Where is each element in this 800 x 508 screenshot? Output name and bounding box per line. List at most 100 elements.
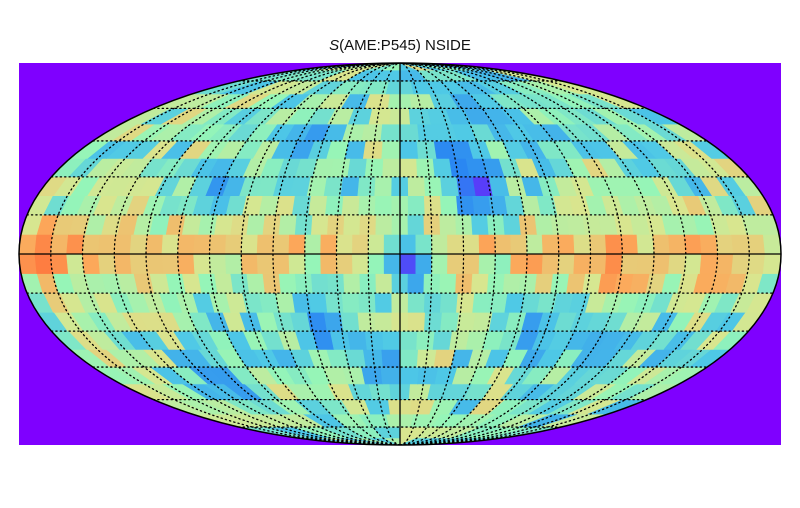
sky-pixel xyxy=(306,312,328,332)
sky-pixel xyxy=(715,253,734,274)
sky-pixel xyxy=(336,234,353,255)
sky-pixel xyxy=(423,176,443,196)
sky-pixel xyxy=(344,140,367,159)
sky-pixel xyxy=(325,292,344,313)
sky-pixel xyxy=(66,234,85,255)
sky-pixel xyxy=(193,253,211,274)
sky-pixel xyxy=(762,234,781,255)
sky-pixel xyxy=(358,195,377,216)
sky-pixel xyxy=(462,234,480,255)
sky-pixel xyxy=(308,292,328,313)
sky-pixel xyxy=(340,176,360,196)
sky-pixel xyxy=(113,234,132,255)
sky-pixel xyxy=(407,292,426,313)
sky-pixel xyxy=(364,158,384,178)
meridian-line xyxy=(399,63,560,445)
sky-pixel xyxy=(456,292,475,313)
sky-pixel xyxy=(341,292,361,313)
meridian-line xyxy=(399,63,750,445)
sky-pixel xyxy=(380,366,401,385)
meridian-line xyxy=(399,63,496,445)
sky-pixel xyxy=(262,214,282,235)
sky-pixel xyxy=(525,234,544,255)
sky-pixel xyxy=(683,253,702,274)
sky-pixel xyxy=(294,273,314,294)
sky-pixel xyxy=(502,214,522,235)
sky-pixel xyxy=(636,253,655,274)
sky-pixel xyxy=(129,253,148,274)
sky-pixel xyxy=(604,234,623,255)
sky-pixel xyxy=(288,234,306,255)
sky-pixel xyxy=(439,214,457,235)
sky-pixel xyxy=(382,330,401,350)
sky-pixel xyxy=(336,253,353,274)
sky-pixel xyxy=(407,273,425,294)
sky-pixel xyxy=(439,292,459,313)
sky-pixel xyxy=(557,253,575,274)
sky-pixel xyxy=(636,234,655,255)
sky-pixel xyxy=(416,330,436,350)
meridian-line xyxy=(240,63,401,445)
sky-pixel xyxy=(361,123,383,142)
sky-pixel xyxy=(374,292,393,313)
sky-pixel xyxy=(573,253,591,274)
sky-pixel xyxy=(399,253,417,274)
sky-pixel xyxy=(668,234,687,255)
sky-pixel xyxy=(416,158,436,178)
sky-pixel xyxy=(494,253,512,274)
sky-pixel xyxy=(225,234,243,255)
sky-pixel xyxy=(368,108,392,125)
sky-pixel xyxy=(240,253,259,274)
sky-pixel xyxy=(589,234,607,255)
sky-pixel xyxy=(447,253,464,274)
sky-pixel xyxy=(652,253,671,274)
sky-pixel xyxy=(456,195,475,216)
sky-pixel xyxy=(439,195,459,216)
sky-pixel xyxy=(715,234,734,255)
sky-pixel xyxy=(308,195,328,216)
sky-pixel xyxy=(272,253,290,274)
sky-pixel xyxy=(550,273,570,294)
sky-pixel xyxy=(352,234,369,255)
sky-pixel xyxy=(278,273,298,294)
sky-pixel xyxy=(343,273,361,294)
sky-pixel xyxy=(357,176,377,196)
sky-pixel xyxy=(432,330,453,350)
sky-pixel xyxy=(129,234,148,255)
sky-pixel xyxy=(399,123,420,142)
sky-pixel xyxy=(399,234,417,255)
sky-pixel xyxy=(439,273,457,294)
sky-pixel xyxy=(534,273,554,294)
sky-pixel xyxy=(399,349,419,368)
sky-pixel xyxy=(747,234,766,255)
sky-pixel xyxy=(161,234,180,255)
chart-title-symbol: S xyxy=(329,37,340,54)
chart-title: S(AME:P545) NSIDE xyxy=(0,36,800,56)
sky-pixel xyxy=(407,195,426,216)
sky-pixel xyxy=(423,195,442,216)
sky-pixel xyxy=(50,253,69,274)
sky-pixel xyxy=(240,234,259,255)
sky-pixel xyxy=(272,234,290,255)
sky-pixel xyxy=(368,383,392,400)
sky-pixel xyxy=(604,253,623,274)
sky-pixel xyxy=(510,253,528,274)
sky-pixel xyxy=(246,273,266,294)
sky-pixel xyxy=(699,253,718,274)
sky-pixel xyxy=(352,253,369,274)
sky-pixel xyxy=(98,253,117,274)
sky-pixel xyxy=(374,312,393,332)
sky-pixel xyxy=(367,253,385,274)
sky-pixel xyxy=(423,273,441,294)
sky-pixel xyxy=(541,253,560,274)
sky-pixel xyxy=(34,234,53,255)
sky-pixel xyxy=(683,234,702,255)
sky-pixel xyxy=(361,366,383,385)
sky-pixel xyxy=(399,366,420,385)
sky-pixel xyxy=(310,214,329,235)
sky-pixel xyxy=(455,273,473,294)
sky-pixel xyxy=(209,234,227,255)
sky-pixel xyxy=(380,123,401,142)
sky-pixel xyxy=(541,234,560,255)
sky-pixel xyxy=(494,234,512,255)
